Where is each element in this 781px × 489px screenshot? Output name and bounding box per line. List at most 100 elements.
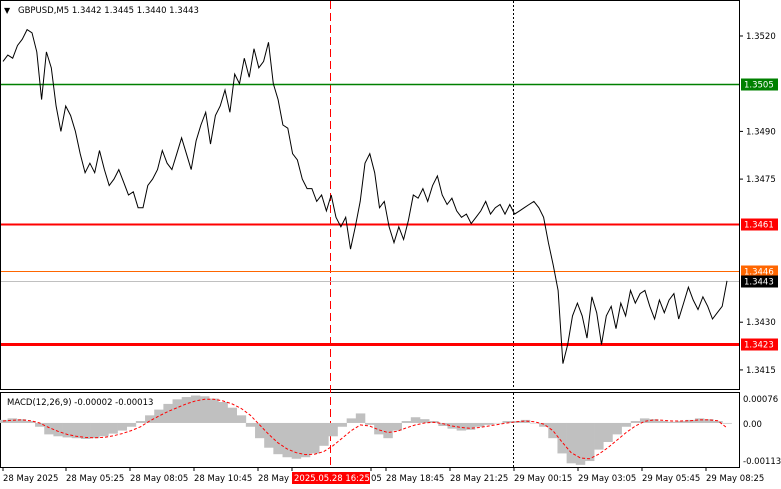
macd-histogram-bar	[346, 418, 357, 423]
y-tick-label: 1.3490	[746, 127, 776, 137]
macd-histogram-bar	[355, 413, 366, 423]
macd-histogram-bar	[667, 421, 677, 423]
price-tag-bg	[741, 275, 778, 288]
macd-histogram-bar	[548, 422, 558, 439]
macd-histogram-bar	[722, 422, 732, 424]
x-tick-label: 05	[371, 474, 382, 484]
y-tick-label: 1.3415	[746, 366, 776, 376]
y-tick-label: 1.3475	[746, 175, 776, 185]
x-tick-label: 28 May 05:25	[66, 474, 124, 484]
macd-histogram-bar	[291, 422, 302, 459]
macd-histogram-bar	[62, 422, 73, 438]
macd-histogram-bar	[245, 422, 256, 427]
macd-histogram-bar	[365, 422, 375, 425]
macd-histogram-bar	[282, 422, 292, 458]
price-tag-bg	[741, 338, 778, 351]
macd-histogram-bar	[328, 422, 338, 437]
macd-histogram-bar	[438, 422, 448, 426]
dropdown-triangle-icon[interactable]: ▼	[4, 6, 11, 15]
macd-histogram-bar	[630, 421, 641, 423]
macd-histogram-bar	[603, 422, 613, 442]
macd-histogram-bar	[401, 421, 412, 423]
macd-histogram-bar	[80, 422, 91, 439]
macd-histogram-bar	[374, 422, 384, 435]
price-tag-bg	[741, 218, 778, 231]
macd-tick-bottom: -0.00113	[743, 457, 781, 467]
macd-histogram-bar	[520, 419, 531, 423]
macd-histogram-bar	[209, 398, 219, 423]
macd-histogram-bar	[474, 422, 485, 427]
macd-histogram-bar	[53, 422, 63, 437]
macd-histogram-bar	[319, 422, 329, 446]
symbol-header: GBPUSD,M5 1.3442 1.3445 1.3440 1.3443	[18, 6, 199, 16]
macd-histogram-bar	[685, 419, 696, 423]
macd-histogram-bar	[566, 422, 577, 464]
macd-histogram-bar	[621, 422, 632, 427]
macd-tick-top: 0.00076	[743, 395, 778, 405]
macd-tick-zero: 0.00	[743, 420, 762, 430]
x-tick-label: 28 May 18:45	[386, 474, 444, 484]
macd-histogram-bar	[7, 418, 18, 423]
macd-histogram-bar	[337, 422, 347, 427]
macd-histogram-bar	[108, 422, 118, 434]
macd-histogram-bar	[16, 419, 27, 423]
macd-histogram-bar	[594, 422, 604, 450]
macd-histogram-bar	[419, 419, 430, 423]
price-panel-frame	[0, 0, 740, 390]
macd-histogram-bar	[227, 407, 237, 423]
macd-histogram-bar	[25, 421, 36, 423]
macd-histogram-bar	[465, 422, 476, 430]
macd-histogram-bar	[135, 421, 146, 423]
macd-histogram-bar	[502, 421, 512, 423]
macd-histogram-bar	[456, 422, 467, 431]
macd-histogram-bar	[529, 422, 540, 424]
macd-histogram-bar	[658, 421, 668, 423]
macd-histogram-bar	[273, 422, 283, 455]
macd-histogram-bar	[584, 422, 595, 462]
macd-signal-line	[2, 398, 728, 460]
macd-histogram-bar	[35, 422, 45, 427]
macd-histogram-bar	[218, 402, 228, 423]
macd-histogram-bar	[383, 422, 393, 439]
y-tick-label: 1.3430	[746, 318, 776, 328]
macd-histogram-bar	[200, 396, 210, 423]
macd-histogram-bar	[145, 415, 155, 423]
macd-histogram-bar	[484, 422, 494, 425]
macd-histogram-bar	[154, 409, 164, 423]
macd-histogram-bar	[639, 418, 650, 423]
price-tag-label: 1.3443	[744, 278, 774, 288]
macd-histogram-bar	[44, 422, 54, 435]
price-tag-bg	[741, 78, 778, 91]
x-tick-label: 28 May 08:05	[130, 474, 188, 484]
macd-histogram-bar	[713, 421, 723, 423]
macd-histogram-bar	[392, 422, 402, 431]
macd-histogram-bar	[410, 417, 421, 423]
y-tick-label: 1.3520	[746, 32, 776, 42]
x-tick-label: 29 May 03:05	[578, 474, 636, 484]
macd-histogram-bar	[575, 422, 586, 465]
crosshair-time-label: 2025.05.28 16:25	[294, 474, 370, 484]
macd-histogram-bar	[255, 422, 265, 439]
x-tick-label: 28 May 2025	[3, 474, 58, 484]
macd-histogram-bar	[172, 399, 183, 423]
macd-histogram-bar	[71, 422, 82, 439]
macd-histogram-bar	[163, 403, 173, 423]
macd-histogram-bar	[264, 422, 274, 448]
price-tag-label: 1.3446	[744, 268, 774, 278]
x-tick-label: 29 May 00:15	[514, 474, 572, 484]
price-tag-label: 1.3461	[744, 221, 774, 231]
x-tick-label: 29 May 08:25	[706, 474, 764, 484]
macd-histogram-bar	[190, 395, 201, 423]
x-tick-label: 29 May 05:45	[642, 474, 700, 484]
x-tick-label: 28 May 10:45	[194, 474, 252, 484]
x-tick-label: 28 May	[258, 474, 289, 484]
macd-histogram-bar	[126, 422, 137, 427]
price-tag-bg	[741, 265, 778, 278]
macd-label: MACD(12,26,9) -0.00002 -0.00013	[7, 398, 153, 408]
macd-histogram-bar	[117, 422, 128, 431]
macd-histogram-bar	[310, 422, 320, 454]
macd-histogram-bar	[90, 422, 100, 439]
macd-histogram-bar	[612, 422, 622, 435]
price-tag-label: 1.3505	[744, 81, 774, 91]
